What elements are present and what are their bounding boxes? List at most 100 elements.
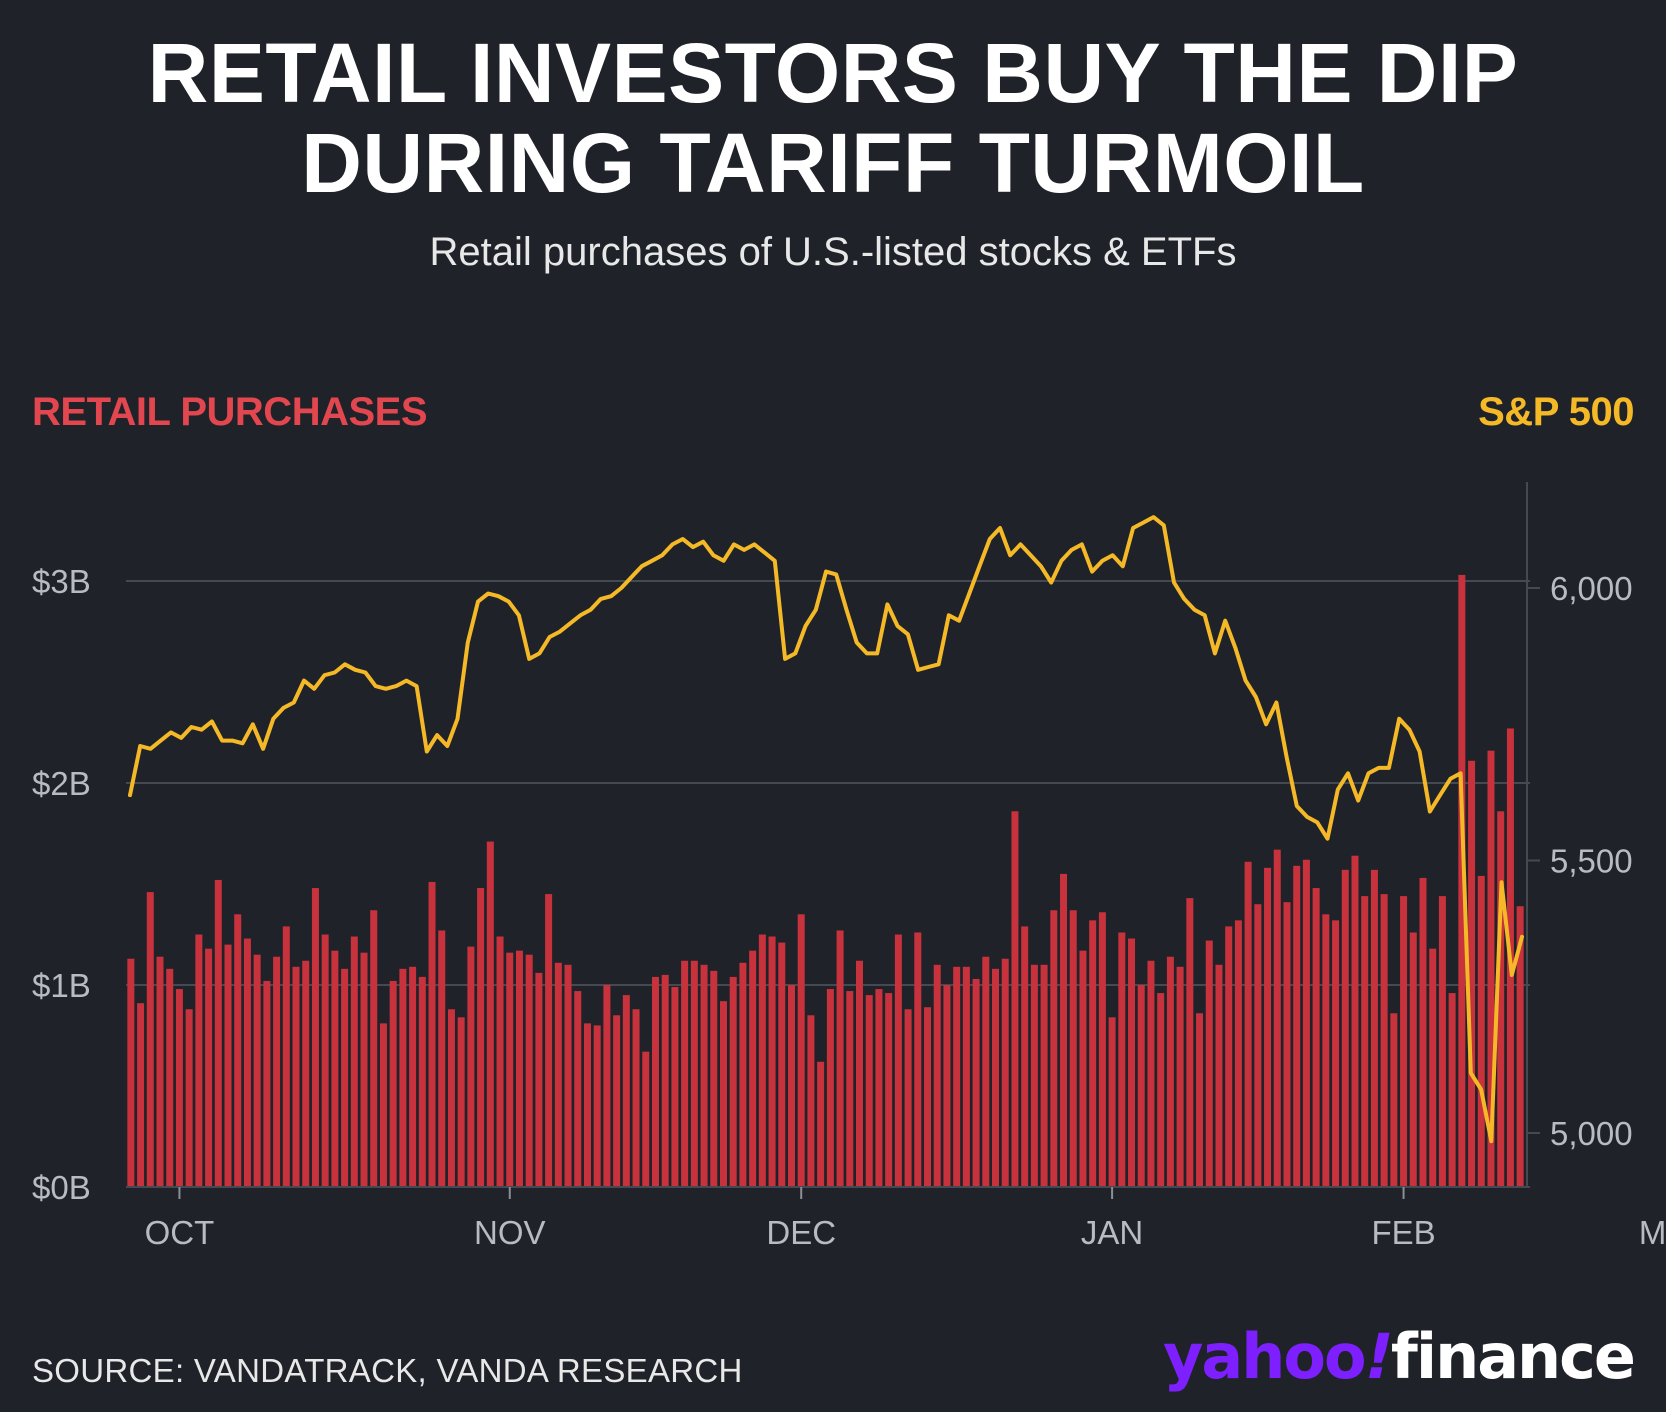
bar xyxy=(370,910,378,1187)
bar xyxy=(1497,811,1505,1187)
bar xyxy=(583,1023,591,1187)
bar xyxy=(360,952,368,1187)
bar xyxy=(409,966,417,1187)
bar xyxy=(1380,894,1388,1187)
bar xyxy=(729,976,737,1187)
bar xyxy=(1409,932,1417,1187)
bar xyxy=(1128,938,1136,1187)
bar xyxy=(506,952,514,1187)
bar xyxy=(379,1023,387,1187)
left-tick-label: $0B xyxy=(32,1169,91,1206)
bar xyxy=(1351,855,1359,1187)
bar xyxy=(904,1009,912,1187)
bar xyxy=(826,989,834,1187)
bar xyxy=(1011,811,1019,1187)
bar xyxy=(1516,906,1524,1187)
right-tick-label: 5,500 xyxy=(1550,843,1633,880)
bar xyxy=(1050,910,1058,1187)
bar xyxy=(1021,926,1029,1187)
bar xyxy=(1040,964,1048,1187)
bar xyxy=(554,962,562,1187)
bar xyxy=(749,950,757,1187)
bar xyxy=(700,964,708,1187)
chart-subtitle: Retail purchases of U.S.-listed stocks &… xyxy=(429,230,1237,274)
bar xyxy=(1448,993,1456,1187)
bar xyxy=(1060,873,1068,1187)
bar xyxy=(428,881,436,1187)
month-label: FEB xyxy=(1371,1214,1435,1251)
bar xyxy=(137,1003,145,1187)
bar xyxy=(1312,888,1320,1187)
bar xyxy=(545,894,553,1187)
bar xyxy=(1370,869,1378,1187)
bar xyxy=(1390,1013,1398,1187)
bar xyxy=(156,956,164,1187)
bar xyxy=(146,892,154,1187)
left-tick-label: $1B xyxy=(32,967,91,1004)
bar xyxy=(1487,750,1495,1187)
bar xyxy=(1322,914,1330,1187)
bar xyxy=(924,1007,932,1187)
bar xyxy=(234,914,242,1187)
left-axis-label: RETAIL PURCHASES xyxy=(32,390,428,434)
bar xyxy=(438,930,446,1187)
bar xyxy=(651,976,659,1187)
bar xyxy=(1205,940,1213,1187)
bar xyxy=(1098,912,1106,1187)
bar xyxy=(1089,920,1097,1187)
bar xyxy=(1157,993,1165,1187)
bar xyxy=(613,1015,621,1187)
bar xyxy=(1438,896,1446,1187)
bar xyxy=(1118,932,1126,1187)
bar xyxy=(632,1009,640,1187)
bar xyxy=(962,966,970,1187)
chart-title-line-2: DURING TARIFF TURMOIL xyxy=(301,116,1365,210)
bar xyxy=(856,960,864,1187)
bar xyxy=(1400,896,1408,1187)
bar xyxy=(1176,966,1184,1187)
bar xyxy=(593,1025,601,1187)
bar xyxy=(972,978,980,1187)
right-axis-label: S&P 500 xyxy=(1478,390,1634,434)
source-note: SOURCE: VANDATRACK, VANDA RESEARCH xyxy=(32,1352,743,1389)
bar xyxy=(768,936,776,1187)
bar xyxy=(1244,861,1252,1187)
bar xyxy=(175,989,183,1187)
left-tick-label: $3B xyxy=(32,563,91,600)
bar xyxy=(953,966,961,1187)
bar xyxy=(1196,1013,1204,1187)
bar xyxy=(1030,964,1038,1187)
bar xyxy=(243,938,251,1187)
bar xyxy=(496,936,504,1187)
bar xyxy=(1234,920,1242,1187)
bar xyxy=(1254,904,1262,1187)
bar xyxy=(282,926,290,1187)
bar xyxy=(914,932,922,1187)
bar xyxy=(846,991,854,1187)
chart-title-line-1: RETAIL INVESTORS BUY THE DIP xyxy=(147,26,1519,120)
bar xyxy=(933,964,941,1187)
bar xyxy=(1283,902,1291,1187)
bar xyxy=(807,1015,815,1187)
bar xyxy=(1147,960,1155,1187)
bar xyxy=(1332,920,1340,1187)
bar xyxy=(574,991,582,1187)
month-label: OCT xyxy=(145,1214,215,1251)
bar xyxy=(1225,926,1233,1187)
bar xyxy=(719,1001,727,1187)
bar xyxy=(1302,859,1310,1187)
bar xyxy=(214,879,222,1187)
month-label: NOV xyxy=(474,1214,546,1251)
bar xyxy=(778,942,786,1187)
right-tick-label: 6,000 xyxy=(1550,570,1633,607)
bar xyxy=(1137,985,1145,1187)
bar xyxy=(982,956,990,1187)
bar xyxy=(302,960,310,1187)
bar xyxy=(457,1017,465,1187)
bar xyxy=(515,950,523,1187)
bar xyxy=(787,985,795,1187)
bar xyxy=(836,930,844,1187)
bar xyxy=(1215,964,1223,1187)
bar xyxy=(1264,867,1272,1187)
